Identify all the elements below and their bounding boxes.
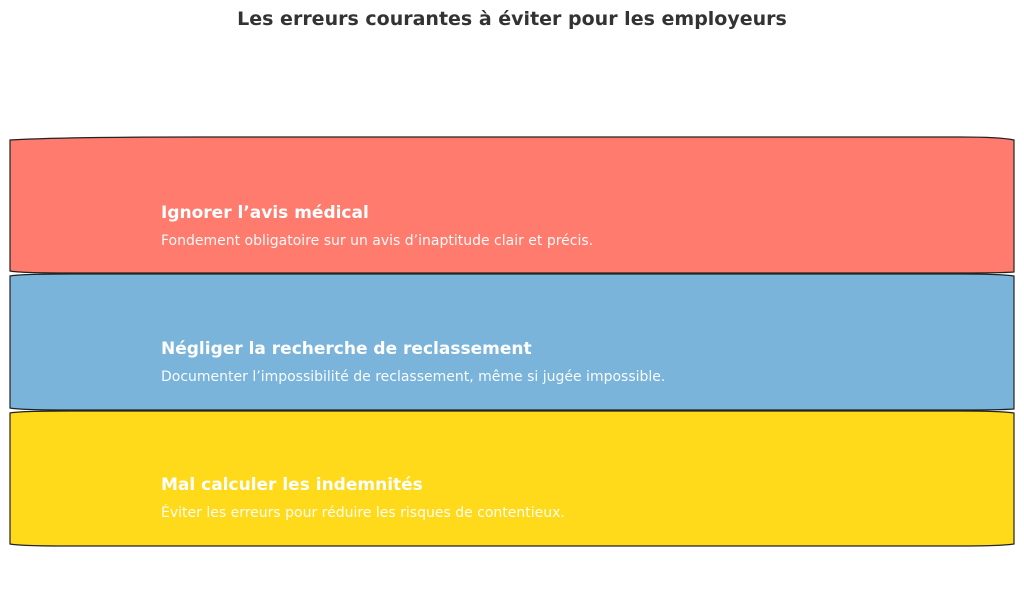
band-2-shape	[9, 410, 1015, 547]
diagram-title: Les erreurs courantes à éviter pour les …	[237, 8, 787, 30]
band-2-description: Éviter les erreurs pour réduire les risq…	[161, 505, 565, 521]
band-2-text: Mal calculer les indemnités Éviter les e…	[161, 475, 565, 521]
band-0-text: Ignorer l’avis médical Fondement obligat…	[161, 203, 593, 249]
band-0-description: Fondement obligatoire sur un avis d’inap…	[161, 233, 594, 249]
band-1-description: Documenter l’impossibilité de reclasseme…	[161, 369, 666, 385]
band-1-text: Négliger la recherche de reclassement Do…	[161, 339, 665, 385]
band-1-title: Négliger la recherche de reclassement	[161, 339, 532, 359]
band-0-shape	[9, 136, 1015, 274]
band-1-shape	[9, 273, 1015, 411]
band-2-title: Mal calculer les indemnités	[161, 475, 423, 495]
band-0-title: Ignorer l’avis médical	[161, 203, 369, 223]
